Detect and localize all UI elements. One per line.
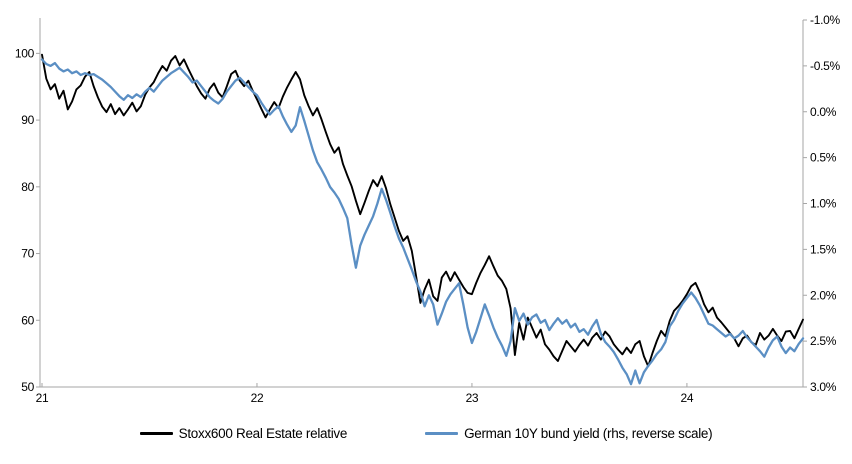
right-axis-tick-label: 2.0% [810, 288, 837, 302]
legend-item-bund-yield: German 10Y bund yield (rhs, reverse scal… [425, 426, 713, 441]
chart-legend: Stoxx600 Real Estate relative German 10Y… [0, 426, 852, 441]
x-axis-tick-label: 24 [681, 391, 694, 405]
right-axis-tick-label: 2.5% [810, 334, 837, 348]
legend-label-stoxx600: Stoxx600 Real Estate relative [178, 426, 348, 441]
x-axis-tick-label: 22 [251, 391, 264, 405]
left-axis-tick-label: 50 [21, 380, 34, 394]
left-axis-tick-label: 100 [15, 46, 35, 60]
x-axis-tick-label: 23 [466, 391, 479, 405]
series-line-stoxx600 [41, 53, 804, 368]
legend-label-bund-yield: German 10Y bund yield (rhs, reverse scal… [464, 426, 713, 441]
left-axis-tick-label: 80 [21, 180, 34, 194]
right-axis-tick-label: 1.5% [810, 242, 837, 256]
series-line-bund-yield [40, 58, 805, 386]
legend-line-swatch-black [139, 432, 173, 435]
chart-canvas: 100 90 80 70 60 50 -1.0% -0.5% 0.0% 0.5% 1.0% 1.5% 2… [15, 13, 841, 405]
left-axis-tick-label: 90 [21, 113, 34, 127]
left-axis-tick-label: 60 [21, 313, 34, 327]
right-axis-tick-label: 0.5% [810, 151, 837, 165]
x-axis-tick-label: 21 [36, 391, 49, 405]
right-axis-tick-label: 1.0% [810, 197, 837, 211]
right-axis-tick-label: -1.0% [810, 13, 840, 27]
right-axis-tick-label: 0.0% [810, 105, 837, 119]
axes: 100 90 80 70 60 50 -1.0% -0.5% 0.0% 0.5% 1.0% 1.5% 2… [15, 13, 841, 405]
right-axis-tick-label: -0.5% [810, 59, 840, 73]
right-axis-tick-label: 3.0% [810, 380, 837, 394]
legend-item-stoxx600: Stoxx600 Real Estate relative [139, 426, 348, 441]
left-axis-tick-label: 70 [21, 247, 34, 261]
legend-line-swatch-blue [425, 432, 459, 435]
